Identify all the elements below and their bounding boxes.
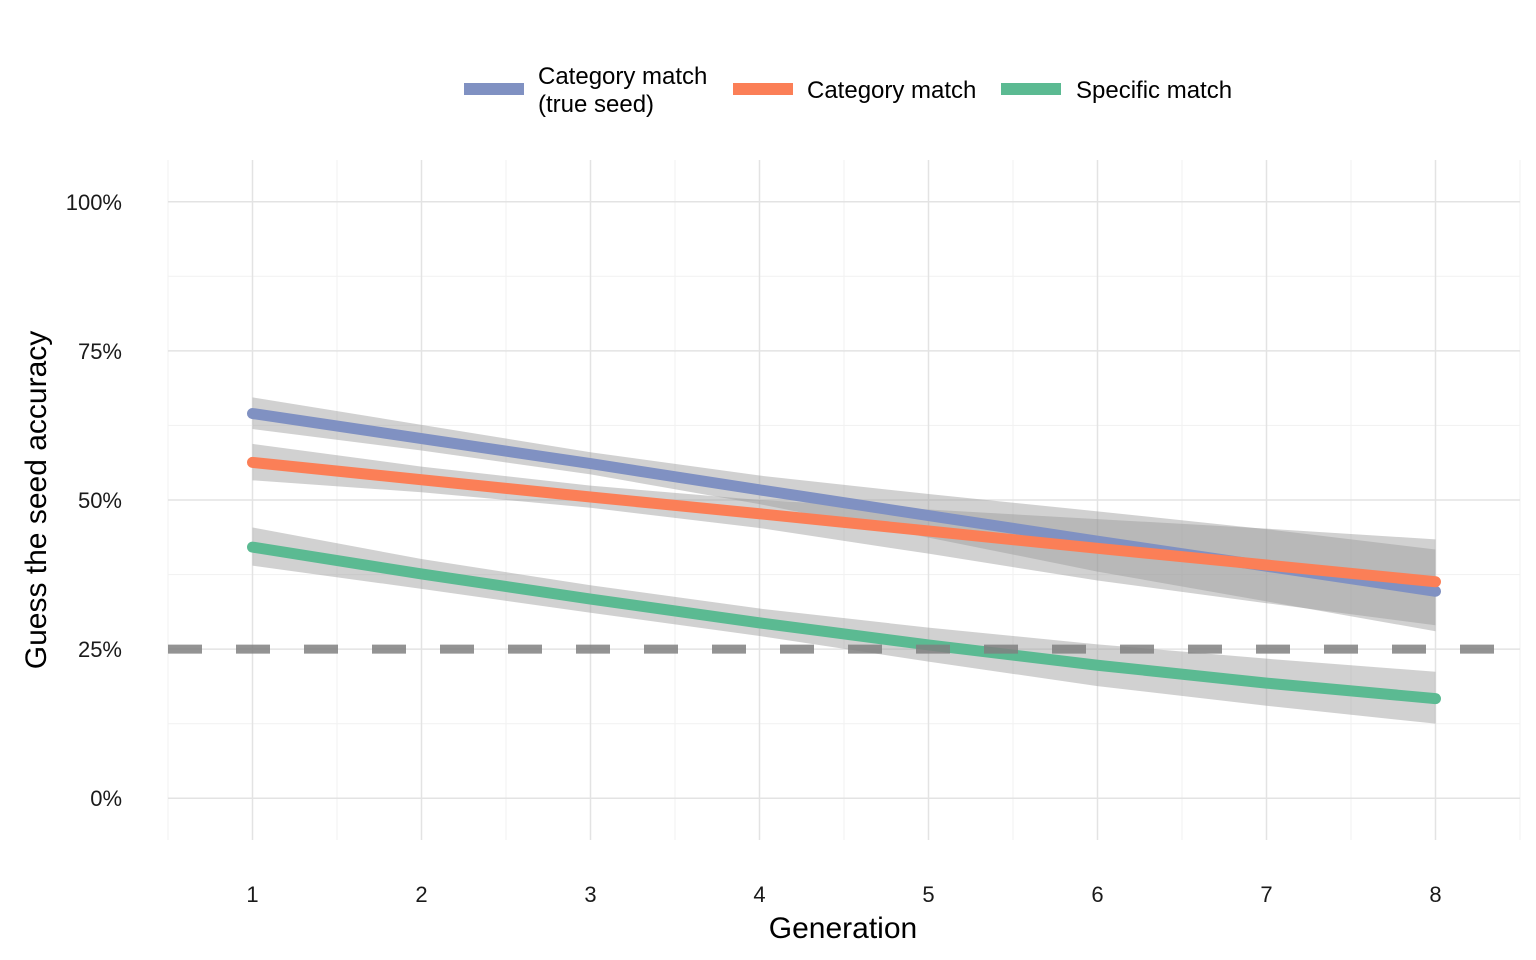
x-tick-label: 2 <box>415 882 427 907</box>
y-tick-label: 50% <box>78 488 122 513</box>
x-tick-label: 8 <box>1429 882 1441 907</box>
y-tick-label: 0% <box>90 786 122 811</box>
legend-label: Category match <box>807 77 976 104</box>
y-tick-label: 25% <box>78 637 122 662</box>
x-tick-label: 4 <box>753 882 765 907</box>
tick-labels: 1 2 3 4 5 6 7 8 0% 25% 50% 75% 100% <box>66 190 1442 907</box>
x-axis-title: Generation <box>769 912 917 945</box>
series-line <box>247 541 1441 705</box>
legend-label: Category match <box>538 63 707 90</box>
y-axis-title: Guess the seed accuracy <box>20 331 53 670</box>
x-tick-label: 6 <box>1091 882 1103 907</box>
x-tick-label: 7 <box>1260 882 1272 907</box>
x-tick-label: 5 <box>922 882 934 907</box>
y-tick-label: 100% <box>66 190 122 215</box>
x-tick-label: 1 <box>246 882 258 907</box>
series-lines <box>247 408 1441 705</box>
legend-label: (true seed) <box>538 91 654 118</box>
x-tick-label: 3 <box>584 882 596 907</box>
y-tick-label: 75% <box>78 339 122 364</box>
legend: Category match(true seed)Category match S… <box>464 63 1232 118</box>
legend-label: Specific match <box>1076 77 1232 104</box>
series-line <box>247 456 1441 588</box>
